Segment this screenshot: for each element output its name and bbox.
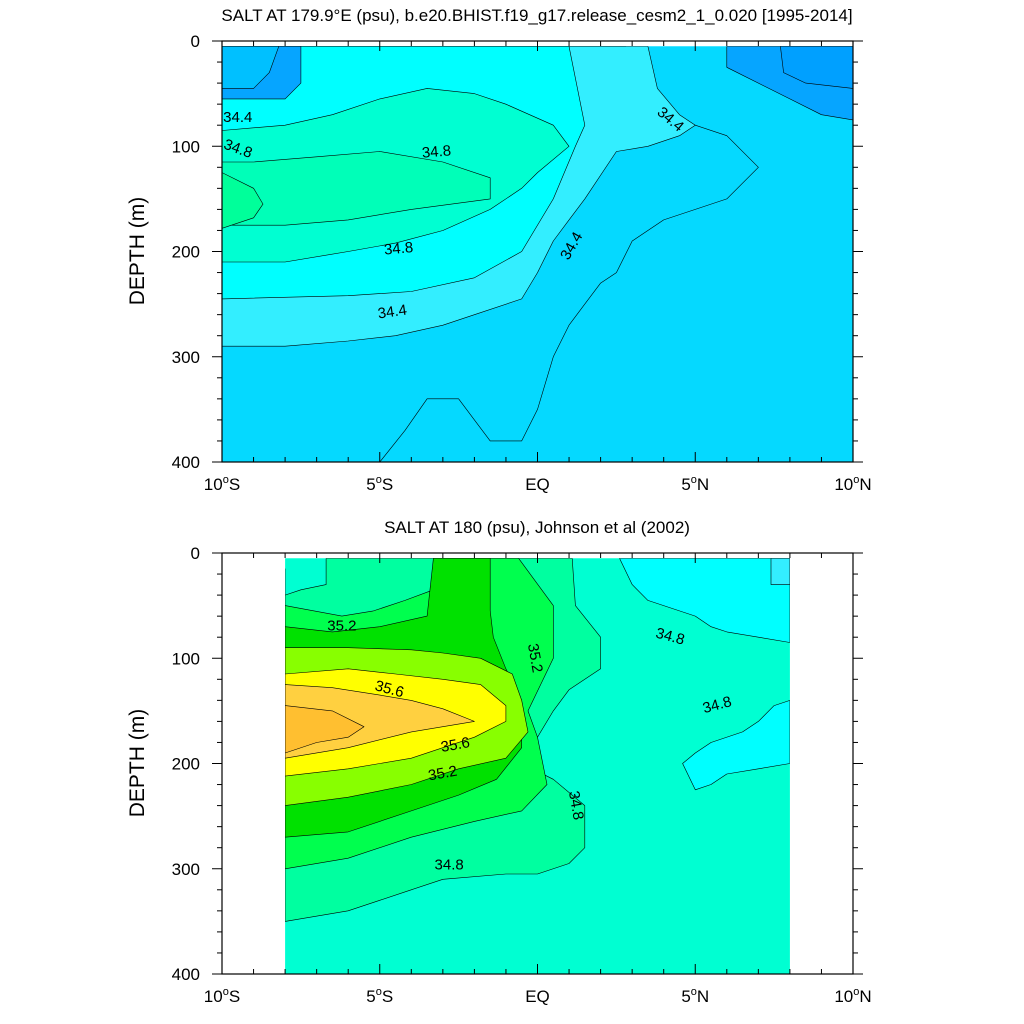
contour-label: 34.8 <box>701 693 734 717</box>
y-tick-label: 0 <box>191 544 200 563</box>
x-tick-label: EQ <box>525 987 550 1006</box>
axis-ticks: 10oS 5oS EQ 5oN 10oN 0 100 200 300 400 <box>172 32 872 494</box>
contour-fill-area <box>285 558 790 974</box>
contour-region-2 <box>770 558 790 585</box>
contour-region-5 <box>222 172 264 229</box>
x-tick-label: 5oS <box>366 986 393 1006</box>
contour-label: 35.2 <box>427 763 459 785</box>
contour-region-0 <box>619 558 790 643</box>
contour-label: 35.2 <box>327 618 356 635</box>
contour-label: 34.4 <box>377 302 408 323</box>
y-tick-label: 400 <box>172 965 200 984</box>
y-tick-label: 200 <box>172 755 200 774</box>
contour-region-1 <box>682 700 790 791</box>
axis-ticks: 10oS 5oS EQ 5oN 10oN 0 100 200 300 400 <box>172 544 872 1006</box>
y-axis-label: DEPTH (m) <box>126 197 149 306</box>
contour-label: 34.8 <box>383 239 414 258</box>
contour-label: 35.6 <box>373 677 406 701</box>
x-tick-label: 10oS <box>204 474 240 494</box>
y-tick-label: 300 <box>172 348 200 367</box>
x-tick-label: 5oN <box>681 986 709 1006</box>
x-tick-label: 10oS <box>204 986 240 1006</box>
y-tick-label: 400 <box>172 453 200 472</box>
chart-title: SALT AT 180 (psu), Johnson et al (2002) <box>384 518 690 537</box>
contour-labels: 35.2 35.6 35.6 35.2 35.2 34.8 34.8 34.8 34.8 <box>327 618 733 874</box>
x-tick-label: 5oS <box>366 474 393 494</box>
x-tick-label: EQ <box>525 475 550 494</box>
y-tick-label: 0 <box>191 32 200 51</box>
contour-regions <box>222 46 853 462</box>
contour-regions <box>285 558 790 922</box>
x-tick-label: 10oN <box>834 986 871 1006</box>
contour-fill-area <box>222 46 853 462</box>
contour-label: 34.8 <box>565 790 587 822</box>
contour-label: 34.8 <box>654 625 687 649</box>
y-tick-label: 100 <box>172 137 200 156</box>
x-tick-label: 10oN <box>834 474 871 494</box>
y-tick-label: 100 <box>172 649 200 668</box>
y-tick-label: 300 <box>172 860 200 879</box>
chart-title: SALT AT 179.9°E (psu), b.e20.BHIST.f19_g… <box>221 6 852 25</box>
contour-label: 35.6 <box>440 734 472 756</box>
panel-model: 34.434.8 34.834.834.434.434.4 10oS 5oS EQ 5o… <box>126 6 872 494</box>
contour-region-9 <box>780 46 853 89</box>
y-tick-label: 200 <box>172 243 200 262</box>
contour-label: 34.8 <box>421 142 452 161</box>
panel-observation: 35.2 35.6 35.6 35.2 35.2 34.8 34.8 34.8 34.8 10o… <box>126 518 872 1006</box>
contour-region-7 <box>222 46 280 89</box>
contour-region-4 <box>222 151 491 226</box>
x-tick-label: 5oN <box>681 474 709 494</box>
y-axis-label: DEPTH (m) <box>126 709 149 818</box>
contour-region-9 <box>285 705 365 754</box>
contour-label: 35.2 <box>524 642 546 674</box>
contour-label: 34.8 <box>435 857 464 874</box>
contour-label: 34.4 <box>223 109 252 126</box>
